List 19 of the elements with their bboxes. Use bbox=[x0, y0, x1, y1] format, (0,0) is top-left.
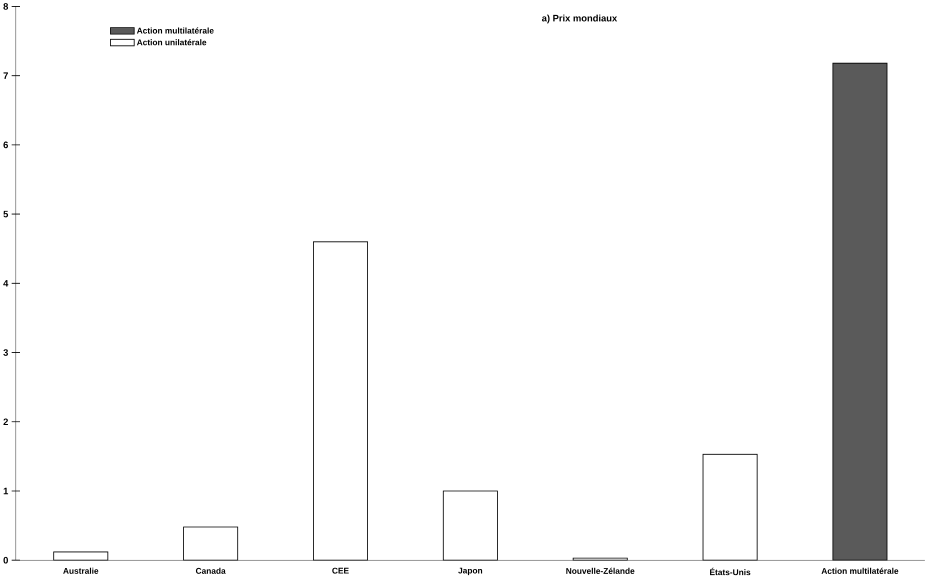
x-tick-label: Australie bbox=[63, 568, 98, 574]
x-tick-label: CEE bbox=[332, 568, 349, 574]
x-tick-label: États-Unis bbox=[710, 568, 750, 576]
y-tick-label: 6 bbox=[3, 141, 8, 148]
y-tick-label: 7 bbox=[4, 72, 8, 79]
legend-label: Action multilatérale bbox=[136, 27, 214, 34]
x-tick-label: Japon bbox=[458, 568, 482, 576]
text: a) Prix mondiaux bbox=[542, 14, 618, 24]
x-tick-label: Action multilatérale bbox=[822, 568, 898, 574]
y-tick-label: 4 bbox=[3, 280, 8, 286]
legend-label: Action unilatérale bbox=[136, 38, 206, 46]
y-tick-label: 0 bbox=[4, 556, 8, 564]
x-tick-label: Nouvelle-Zélande bbox=[566, 568, 634, 574]
y-tick-label: 5 bbox=[3, 210, 8, 218]
y-tick-label: 8 bbox=[3, 2, 8, 10]
y-tick-label: 3 bbox=[3, 349, 8, 356]
y-tick-label: 1 bbox=[4, 488, 8, 494]
x-tick-label: Canada bbox=[196, 568, 226, 574]
y-tick-label: 2 bbox=[3, 418, 8, 425]
